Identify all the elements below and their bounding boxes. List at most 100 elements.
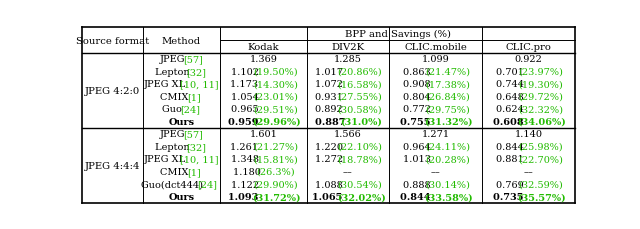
Text: (22.70%): (22.70%) — [518, 155, 563, 164]
Text: (31.0%): (31.0%) — [340, 117, 382, 126]
Text: Ours: Ours — [168, 117, 195, 126]
Text: [1]: [1] — [187, 167, 200, 176]
Text: 1.065: 1.065 — [312, 192, 346, 201]
Text: 1.369: 1.369 — [250, 55, 277, 64]
Text: (26.3%): (26.3%) — [256, 167, 295, 176]
Text: (20.28%): (20.28%) — [426, 155, 470, 164]
Text: [24]: [24] — [180, 105, 200, 114]
Text: 1.285: 1.285 — [334, 55, 362, 64]
Text: 1.102: 1.102 — [230, 68, 262, 76]
Text: Ours: Ours — [168, 192, 195, 201]
Text: (35.57%): (35.57%) — [517, 192, 566, 201]
Text: (31.32%): (31.32%) — [424, 117, 473, 126]
Text: 0.964: 0.964 — [403, 142, 434, 151]
Text: 0.959: 0.959 — [228, 117, 262, 126]
Text: (17.38%): (17.38%) — [425, 80, 470, 89]
Text: 1.093: 1.093 — [228, 192, 262, 201]
Text: 1.348: 1.348 — [230, 155, 262, 164]
Text: JPEG: JPEG — [159, 55, 188, 64]
Text: [57]: [57] — [182, 55, 202, 64]
Text: 1.017: 1.017 — [315, 68, 346, 76]
Text: (24.11%): (24.11%) — [425, 142, 470, 151]
Text: 0.744: 0.744 — [495, 80, 527, 89]
Text: (27.55%): (27.55%) — [337, 93, 382, 101]
Text: 1.272: 1.272 — [315, 155, 346, 164]
Text: (26.84%): (26.84%) — [425, 93, 470, 101]
Text: 1.099: 1.099 — [422, 55, 449, 64]
Text: [57]: [57] — [182, 130, 202, 139]
Text: (34.06%): (34.06%) — [517, 117, 566, 126]
Text: Guo: Guo — [162, 105, 185, 114]
Text: 1.173: 1.173 — [230, 80, 262, 89]
Text: (23.97%): (23.97%) — [518, 68, 563, 76]
Text: Lepton: Lepton — [155, 142, 193, 151]
Text: 0.887: 0.887 — [315, 117, 349, 126]
Text: Guo(dct444): Guo(dct444) — [141, 180, 206, 189]
Text: 0.888: 0.888 — [403, 180, 434, 189]
Text: 1.140: 1.140 — [515, 130, 543, 139]
Text: (31.72%): (31.72%) — [252, 192, 301, 201]
Text: 1.271: 1.271 — [422, 130, 450, 139]
Text: (32.32%): (32.32%) — [518, 105, 563, 114]
Text: 0.922: 0.922 — [515, 55, 543, 64]
Text: 1.122: 1.122 — [230, 180, 262, 189]
Text: JPEG XL: JPEG XL — [144, 155, 189, 164]
Text: 1.601: 1.601 — [250, 130, 277, 139]
Text: (21.27%): (21.27%) — [253, 142, 298, 151]
Text: 0.772: 0.772 — [403, 105, 434, 114]
Text: ––: –– — [524, 167, 533, 176]
Text: 0.844: 0.844 — [495, 142, 527, 151]
Text: [10, 11]: [10, 11] — [180, 80, 218, 89]
Text: Method: Method — [162, 36, 201, 45]
Text: 0.965: 0.965 — [231, 105, 262, 114]
Text: [10, 11]: [10, 11] — [180, 155, 218, 164]
Text: 0.931: 0.931 — [315, 93, 346, 101]
Text: Source format: Source format — [76, 36, 149, 45]
Text: 0.769: 0.769 — [496, 180, 527, 189]
Text: Lepton: Lepton — [155, 68, 193, 76]
Text: 0.755: 0.755 — [400, 117, 434, 126]
Text: 0.648: 0.648 — [495, 93, 527, 101]
Text: (23.01%): (23.01%) — [253, 93, 298, 101]
Text: (30.54%): (30.54%) — [337, 180, 382, 189]
Text: 0.804: 0.804 — [403, 93, 434, 101]
Text: (21.47%): (21.47%) — [425, 68, 470, 76]
Text: (29.96%): (29.96%) — [252, 117, 301, 126]
Text: 0.844: 0.844 — [400, 192, 434, 201]
Text: (18.78%): (18.78%) — [338, 155, 383, 164]
Text: CLIC.mobile: CLIC.mobile — [404, 43, 467, 52]
Text: Kodak: Kodak — [248, 43, 279, 52]
Text: 0.908: 0.908 — [403, 80, 434, 89]
Text: 1.072: 1.072 — [315, 80, 346, 89]
Text: (20.86%): (20.86%) — [338, 68, 382, 76]
Text: [1]: [1] — [187, 93, 200, 101]
Text: JPEG 4:4:4: JPEG 4:4:4 — [84, 161, 140, 170]
Text: 1.261: 1.261 — [230, 142, 262, 151]
Text: DIV2K: DIV2K — [332, 43, 365, 52]
Text: BPP and Savings (%): BPP and Savings (%) — [345, 30, 451, 39]
Text: [32]: [32] — [186, 142, 206, 151]
Text: (29.51%): (29.51%) — [253, 105, 298, 114]
Text: CMIX: CMIX — [161, 93, 192, 101]
Text: (32.59%): (32.59%) — [518, 180, 563, 189]
Text: (19.30%): (19.30%) — [518, 80, 563, 89]
Text: [24]: [24] — [196, 180, 217, 189]
Text: (19.50%): (19.50%) — [253, 68, 298, 76]
Text: 1.088: 1.088 — [315, 180, 346, 189]
Text: (15.81%): (15.81%) — [253, 155, 298, 164]
Text: (30.58%): (30.58%) — [338, 105, 382, 114]
Text: JPEG: JPEG — [159, 130, 188, 139]
Text: JPEG 4:2:0: JPEG 4:2:0 — [85, 86, 140, 95]
Text: (32.02%): (32.02%) — [337, 192, 385, 201]
Text: (14.30%): (14.30%) — [253, 80, 298, 89]
Text: 0.863: 0.863 — [403, 68, 434, 76]
Text: [32]: [32] — [186, 68, 206, 76]
Text: 0.624: 0.624 — [495, 105, 527, 114]
Text: 0.608: 0.608 — [493, 117, 527, 126]
Text: CMIX: CMIX — [161, 167, 192, 176]
Text: JPEG XL: JPEG XL — [144, 80, 189, 89]
Text: 0.701: 0.701 — [495, 68, 527, 76]
Text: 0.735: 0.735 — [493, 192, 527, 201]
Text: 1.054: 1.054 — [230, 93, 262, 101]
Text: (22.10%): (22.10%) — [337, 142, 383, 151]
